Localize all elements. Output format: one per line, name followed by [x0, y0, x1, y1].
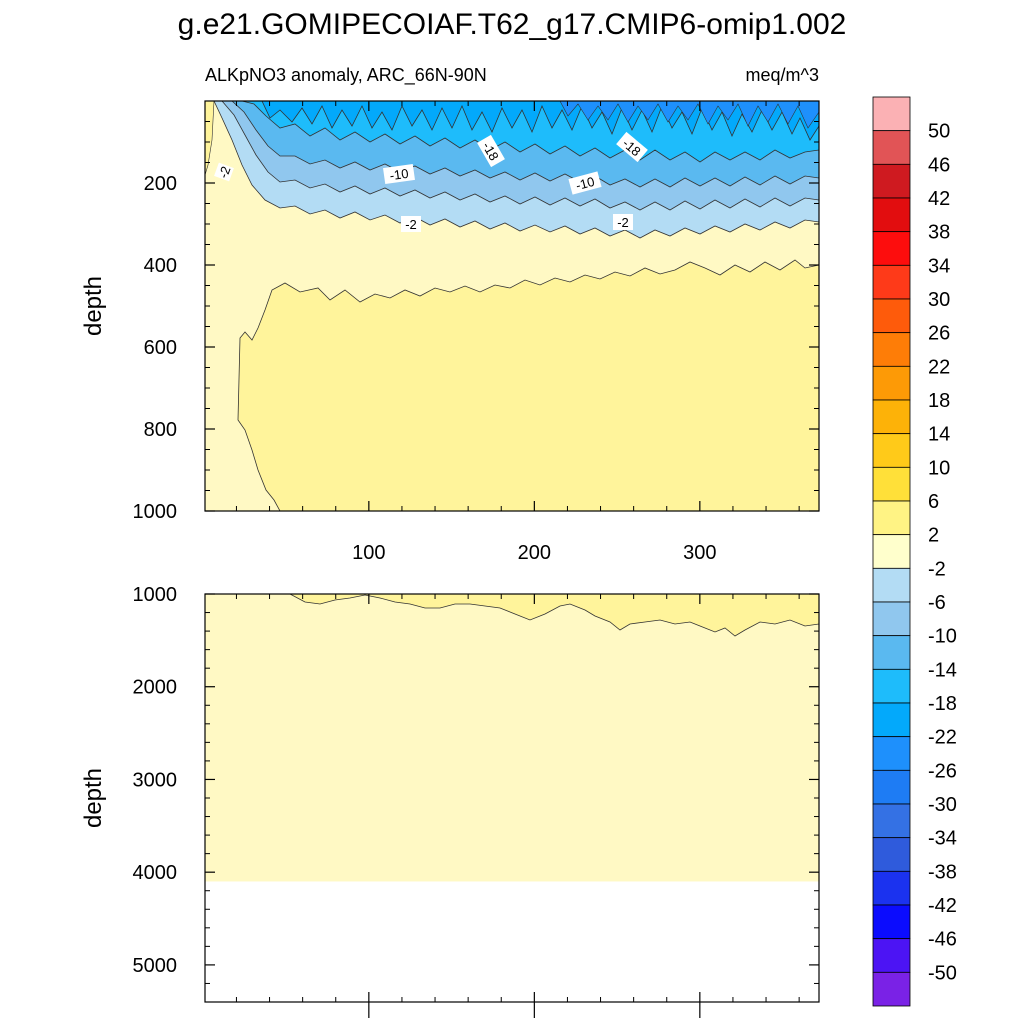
- contour-label: -2: [617, 215, 629, 230]
- upper-axis-ticks: 200 400 600 800 1000 100 200 300: [133, 101, 819, 564]
- lower-panel: [205, 594, 819, 882]
- colorbar-swatch: [872, 938, 911, 973]
- contour-label-box: [616, 131, 648, 163]
- colorbar-swatch: [872, 130, 911, 165]
- y-tick-label: 600: [144, 337, 177, 359]
- colorbar-swatch: [872, 870, 911, 906]
- colorbar-label: -14: [928, 659, 957, 681]
- x-tick-label: 300: [683, 542, 716, 564]
- colorbar-swatch: [872, 96, 911, 132]
- colorbar-label: -2: [928, 558, 946, 580]
- surface-layer-minus22: [559, 101, 819, 129]
- colorbar-label: -10: [928, 626, 957, 648]
- upper-y-axis-label: depth: [80, 276, 107, 336]
- colorbar-label: -50: [928, 962, 957, 984]
- y-tick-label: 1000: [133, 584, 178, 606]
- colorbar-label: -18: [928, 693, 957, 715]
- colorbar-label: -34: [928, 828, 957, 850]
- colorbar-swatch: [872, 635, 911, 670]
- contour-label-box: [383, 163, 415, 185]
- colorbar-label: -46: [928, 929, 957, 951]
- colorbar-label: -42: [928, 895, 957, 917]
- colorbar-swatch: [872, 500, 911, 536]
- colorbar-swatch: [872, 231, 911, 266]
- colorbar-label: 26: [928, 323, 950, 345]
- colorbar-swatch: [872, 702, 911, 738]
- colorbar-swatch: [872, 567, 911, 603]
- panel-subtitle-units: meq/m^3: [746, 65, 819, 85]
- colorbar-swatch: [872, 163, 911, 199]
- colorbar-swatch: [872, 534, 911, 569]
- colorbar-label: 22: [928, 356, 950, 378]
- colorbar-swatch: [872, 601, 911, 637]
- colorbar-swatch: [872, 736, 911, 771]
- y-tick-label: 800: [144, 419, 177, 441]
- y-tick-label: 400: [144, 255, 177, 277]
- surface-positive-sliver: [205, 101, 215, 176]
- x-tick-label: 200: [518, 542, 551, 564]
- colorbar-swatch: [872, 399, 911, 435]
- colorbar-swatch: [872, 298, 911, 334]
- lower-band-fill: [205, 594, 819, 882]
- colorbar: 50 46 42 38 34 30 26 22 18 14 10 6 2 -2 -6 -10 -14 -18 -22…: [872, 96, 957, 1007]
- colorbar-label: -26: [928, 760, 957, 782]
- colorbar-label: 30: [928, 289, 950, 311]
- contour-label-box: [613, 214, 633, 230]
- colorbar-label: 38: [928, 222, 950, 244]
- lower-axis-ticks: 1000 2000 3000 4000 5000: [133, 584, 819, 1018]
- colorbar-label: -6: [928, 592, 946, 614]
- x-tick-label: 100: [352, 542, 385, 564]
- upper-panel: -2 -18 -10 -10 -18 -2 -2: [205, 101, 819, 511]
- colorbar-swatch: [872, 466, 911, 502]
- colorbar-label: 14: [928, 424, 950, 446]
- lower-positive-band: [289, 594, 819, 637]
- colorbar-swatch: [872, 197, 911, 233]
- colorbar-swatch: [872, 971, 911, 1007]
- contour-label: -2: [215, 164, 233, 180]
- colorbar-label: -30: [928, 794, 957, 816]
- y-tick-label: 2000: [133, 677, 178, 699]
- contour-label-box: [214, 162, 234, 182]
- y-tick-label: 3000: [133, 769, 178, 791]
- colorbar-label: 34: [928, 255, 950, 277]
- colorbar-swatch: [872, 365, 911, 401]
- colorbar-swatch: [872, 332, 911, 367]
- contour-label-box: [401, 216, 421, 232]
- panel-subtitle-left: ALKpNO3 anomaly, ARC_66N-90N: [205, 65, 487, 86]
- contour-labels: -2 -18 -10 -10 -18 -2 -2: [214, 131, 648, 232]
- colorbar-label: 6: [928, 491, 939, 513]
- interior-positive-region: [237, 259, 819, 511]
- colorbar-label: 50: [928, 121, 950, 143]
- colorbar-swatch: [872, 668, 911, 704]
- colorbar-label: -22: [928, 727, 957, 749]
- contour-label-box: [477, 134, 505, 168]
- colorbar-label: 42: [928, 188, 950, 210]
- colorbar-label: 46: [928, 154, 950, 176]
- chart-title: g.e21.GOMIPECOIAF.T62_g17.CMIP6-omip1.00…: [178, 8, 847, 41]
- colorbar-swatch: [872, 904, 911, 940]
- contour-label: -10: [389, 166, 410, 183]
- contour-label-box: [568, 171, 602, 195]
- contour-label: -10: [574, 174, 596, 193]
- colorbar-swatch: [872, 264, 911, 300]
- colorbar-swatch: [872, 769, 911, 805]
- lower-y-axis-label: depth: [80, 768, 107, 828]
- colorbar-label: 18: [928, 390, 950, 412]
- colorbar-label: 2: [928, 525, 939, 547]
- colorbar-label: -38: [928, 861, 957, 883]
- colorbar-swatch: [872, 837, 911, 872]
- colorbar-swatch: [872, 433, 911, 468]
- contour-label: -2: [405, 217, 417, 232]
- y-tick-label: 1000: [133, 501, 178, 523]
- y-tick-label: 200: [144, 173, 177, 195]
- colorbar-swatch: [872, 803, 911, 839]
- y-tick-label: 4000: [133, 862, 178, 884]
- colorbar-label: 10: [928, 457, 950, 479]
- y-tick-label: 5000: [133, 955, 178, 977]
